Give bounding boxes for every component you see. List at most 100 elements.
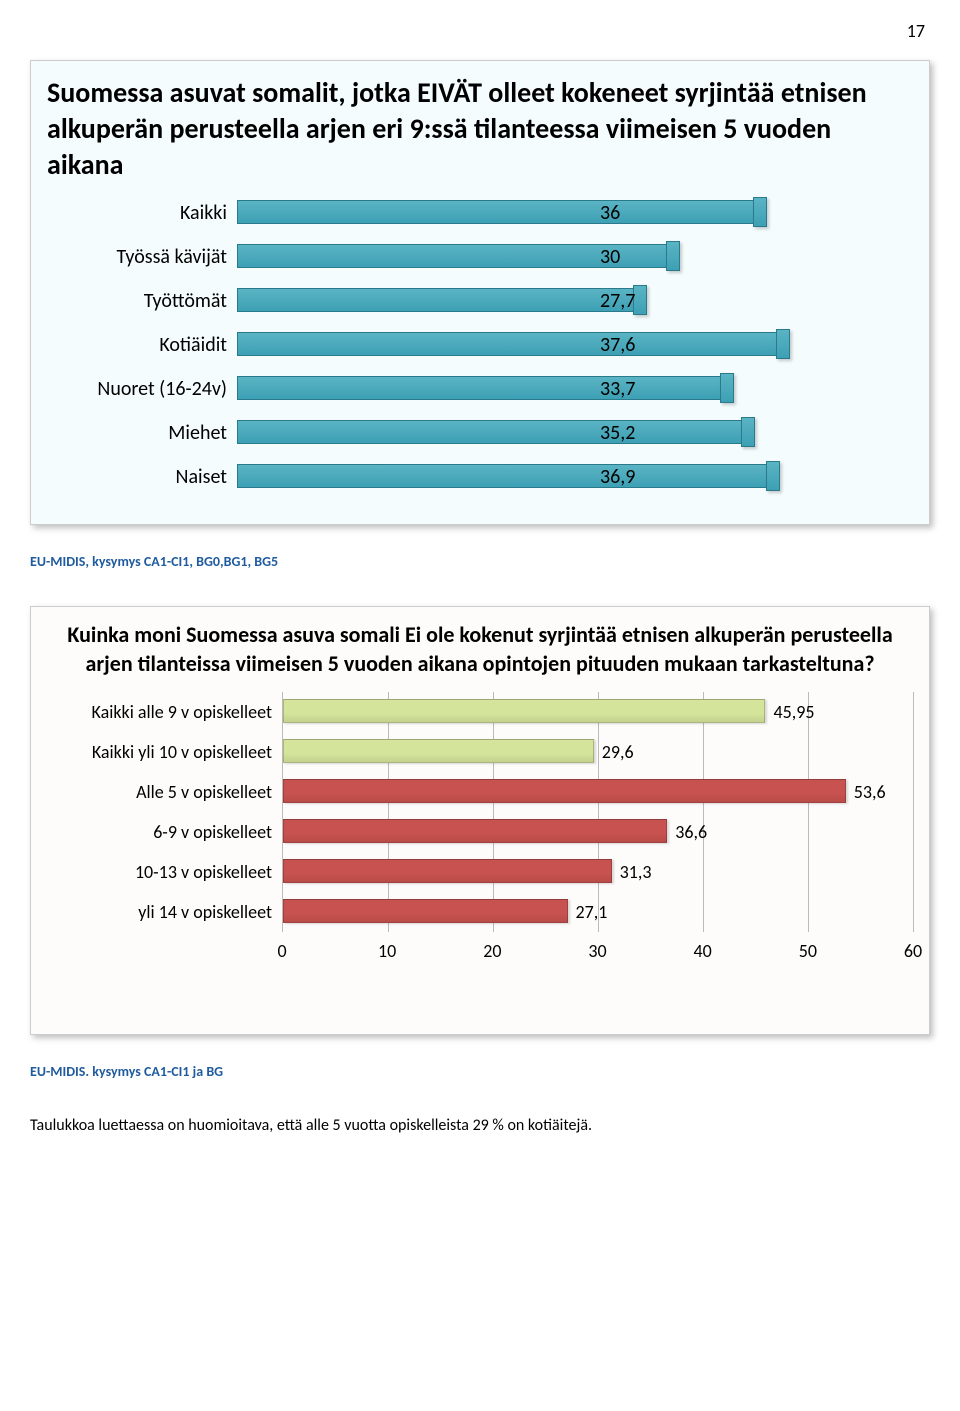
gridline xyxy=(808,852,809,892)
chart2-category-label: yli 14 v opiskelleet xyxy=(47,901,282,923)
gridline xyxy=(703,732,704,772)
chart2-row: Kaikki alle 9 v opiskelleet 45,95 xyxy=(47,692,913,732)
gridline xyxy=(808,892,809,932)
chart2-bar xyxy=(283,819,667,843)
gridline xyxy=(913,852,914,892)
gridline xyxy=(598,732,599,772)
chart2-panel: Kuinka moni Suomessa asuva somali Ei ole… xyxy=(30,606,930,1034)
chart1-bar-cap xyxy=(776,329,790,359)
chart2-row: Alle 5 v opiskelleet 53,6 xyxy=(47,772,913,812)
gridline xyxy=(913,812,914,852)
chart2-value-label: 29,6 xyxy=(602,741,634,763)
chart1-category-label: Nuoret (16-24v) xyxy=(47,377,237,401)
chart1-bar xyxy=(237,376,722,400)
x-axis-tick-label: 30 xyxy=(588,940,606,962)
chart1-bar-cap xyxy=(633,285,647,315)
chart2-row: yli 14 v opiskelleet 27,1 xyxy=(47,892,913,932)
chart1-bar-cap xyxy=(741,417,755,447)
chart1-plot-cell: 36,9 xyxy=(237,462,913,492)
chart1-plot-cell: 30 xyxy=(237,242,913,272)
chart1-value-label: 37,6 xyxy=(600,333,635,357)
chart2-row: Kaikki yli 10 v opiskelleet 29,6 xyxy=(47,732,913,772)
chart1-value-label: 30 xyxy=(600,245,620,269)
chart1-category-label: Kaikki xyxy=(47,201,237,225)
x-axis-tick-label: 20 xyxy=(483,940,501,962)
chart1-title: Suomessa asuvat somalit, jotka EIVÄT oll… xyxy=(47,75,913,182)
chart1-bar-cap xyxy=(753,197,767,227)
chart2-value-label: 27,1 xyxy=(576,901,608,923)
chart1-value-label: 35,2 xyxy=(600,421,635,445)
chart2-bar xyxy=(283,699,765,723)
page: Suomessa asuvat somalit, jotka EIVÄT oll… xyxy=(0,0,960,1175)
chart2-category-label: Kaikki alle 9 v opiskelleet xyxy=(47,701,282,723)
chart1-row: Miehet 35,2 xyxy=(47,416,913,450)
chart2-x-axis: 0102030405060 xyxy=(47,936,913,964)
chart2-bar xyxy=(283,899,568,923)
chart1-row: Työttömät 27,7 xyxy=(47,284,913,318)
chart1-category-label: Miehet xyxy=(47,421,237,445)
chart1-value-label: 36,9 xyxy=(600,465,635,489)
chart2-title: Kuinka moni Suomessa asuva somali Ei ole… xyxy=(47,621,913,677)
chart2-bar xyxy=(283,779,846,803)
chart1-row: Kaikki 36 xyxy=(47,196,913,230)
axis-plot: 0102030405060 xyxy=(282,936,913,964)
chart2-value-label: 31,3 xyxy=(620,861,652,883)
footer-text: Taulukkoa luettaessa on huomioitava, ett… xyxy=(30,1116,930,1135)
chart1-bar-cap xyxy=(666,241,680,271)
x-axis-tick-label: 10 xyxy=(378,940,396,962)
chart1-bar-cap xyxy=(766,461,780,491)
chart1-value-label: 36 xyxy=(600,201,620,225)
x-axis-tick-label: 50 xyxy=(799,940,817,962)
chart1-value-label: 33,7 xyxy=(600,377,635,401)
chart1-bar xyxy=(237,464,768,488)
chart1-category-label: Naiset xyxy=(47,465,237,489)
gridline xyxy=(808,732,809,772)
chart2-plot-cell: 36,6 xyxy=(282,812,913,852)
gridline xyxy=(913,772,914,812)
chart1-bar xyxy=(237,200,755,224)
gridline xyxy=(913,892,914,932)
chart2-bar xyxy=(283,739,594,763)
chart2-plot-cell: 27,1 xyxy=(282,892,913,932)
x-axis-tick-label: 40 xyxy=(694,940,712,962)
chart1-plot-cell: 37,6 xyxy=(237,330,913,360)
chart2: Kaikki alle 9 v opiskelleet 45,95 Kaikki y… xyxy=(47,692,913,1014)
chart2-category-label: 6-9 v opiskelleet xyxy=(47,821,282,843)
chart1-plot-cell: 27,7 xyxy=(237,286,913,316)
axis-spacer xyxy=(47,936,282,964)
chart2-bar xyxy=(283,859,612,883)
gridline xyxy=(703,892,704,932)
chart2-plot-cell: 29,6 xyxy=(282,732,913,772)
chart1-bar-cap xyxy=(720,373,734,403)
chart1: Kaikki 36 Työssä kävijät 30 Työttömät 27,7 Kot… xyxy=(47,196,913,494)
chart2-plot-cell: 53,6 xyxy=(282,772,913,812)
chart1-value-label: 27,7 xyxy=(600,289,635,313)
chart1-row: Nuoret (16-24v) 33,7 xyxy=(47,372,913,406)
gridline xyxy=(913,692,914,732)
chart2-category-label: Alle 5 v opiskelleet xyxy=(47,781,282,803)
chart2-category-label: Kaikki yli 10 v opiskelleet xyxy=(47,741,282,763)
chart1-bar xyxy=(237,420,743,444)
gridline xyxy=(913,732,914,772)
chart1-category-label: Työssä kävijät xyxy=(47,245,237,269)
chart1-plot-cell: 36 xyxy=(237,198,913,228)
x-axis-tick-label: 0 xyxy=(277,940,286,962)
chart1-plot-cell: 35,2 xyxy=(237,418,913,448)
chart1-category-label: Työttömät xyxy=(47,289,237,313)
chart2-value-label: 45,95 xyxy=(773,701,814,723)
chart2-plot-cell: 45,95 xyxy=(282,692,913,732)
chart1-caption: EU-MIDIS, kysymys CA1-CI1, BG0,BG1, BG5 xyxy=(30,553,930,570)
chart2-plot-cell: 31,3 xyxy=(282,852,913,892)
chart1-row: Naiset 36,9 xyxy=(47,460,913,494)
chart1-plot-cell: 33,7 xyxy=(237,374,913,404)
chart2-category-label: 10-13 v opiskelleet xyxy=(47,861,282,883)
chart1-row: Työssä kävijät 30 xyxy=(47,240,913,274)
chart1-bar xyxy=(237,288,635,312)
gridline xyxy=(808,812,809,852)
chart2-caption: EU-MIDIS. kysymys CA1-CI1 ja BG xyxy=(30,1063,930,1080)
chart1-category-label: Kotiäidit xyxy=(47,333,237,357)
chart1-panel: Suomessa asuvat somalit, jotka EIVÄT oll… xyxy=(30,60,930,525)
chart2-value-label: 53,6 xyxy=(854,781,886,803)
chart1-bar xyxy=(237,332,778,356)
chart2-row: 10-13 v opiskelleet 31,3 xyxy=(47,852,913,892)
